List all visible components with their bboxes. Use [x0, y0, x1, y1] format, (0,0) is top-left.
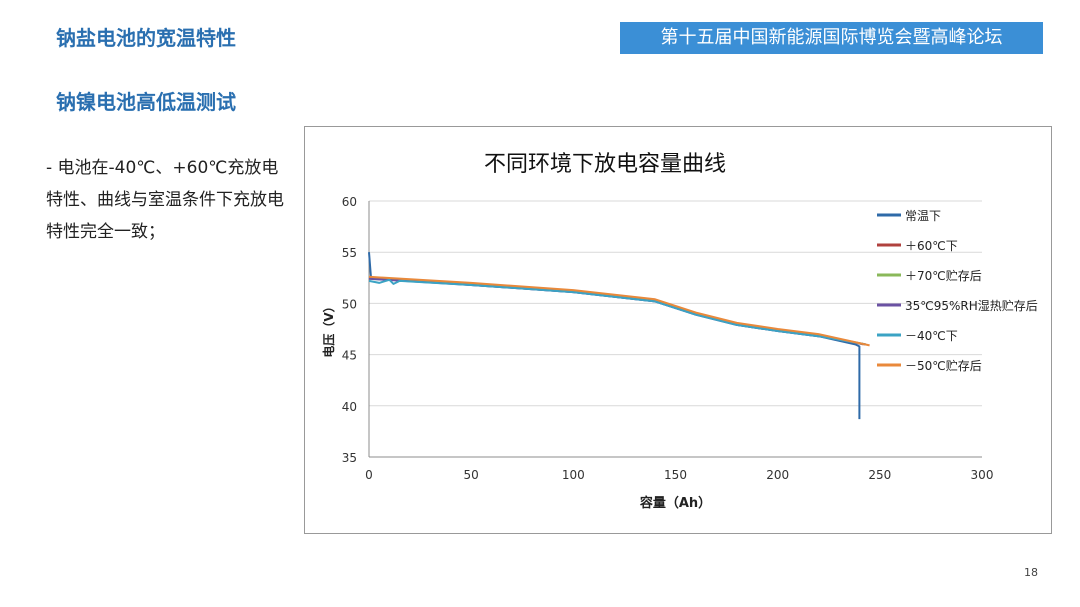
- x-tick-label: 250: [868, 468, 891, 482]
- x-tick-label: 300: [971, 468, 994, 482]
- series-line-1: [368, 252, 861, 420]
- series-line-3: [368, 277, 866, 346]
- chart-title: 不同环境下放电容量曲线: [484, 152, 726, 177]
- discharge-chart: 不同环境下放电容量曲线 35 40 45 50 55 60 0 50 100 150 200 250 30…: [321, 152, 1038, 511]
- y-tick-label: 55: [342, 246, 357, 260]
- x-tick-label: 50: [464, 468, 479, 482]
- bullet-text: - 电池在-40℃、+60℃充放电特性、曲线与室温条件下充放电特性完全一致；: [46, 158, 284, 242]
- page-number: 18: [1024, 566, 1038, 579]
- x-axis-label: 容量（Ah）: [639, 495, 711, 511]
- y-tick-label: 40: [342, 400, 357, 414]
- y-tick-label: 45: [342, 349, 357, 363]
- legend-label-3: ＋70℃贮存后: [905, 268, 982, 283]
- x-tick-label: 200: [766, 468, 789, 482]
- y-tick-label: 60: [342, 195, 357, 209]
- sub-title: 钠镍电池高低温测试: [56, 90, 236, 114]
- y-axis-label: 电压（V）: [321, 300, 336, 357]
- x-tick-label: 0: [365, 468, 373, 482]
- legend-label-1: 常温下: [905, 209, 941, 223]
- legend-label-5: －40℃下: [905, 329, 958, 343]
- y-tick-label: 35: [342, 451, 357, 465]
- chart-frame: 不同环境下放电容量曲线 35 40 45 50 55 60 0 50 100 150 200 250 30…: [304, 126, 1052, 534]
- x-tick-label: 150: [664, 468, 687, 482]
- legend-label-4: 35℃95%RH湿热贮存后: [905, 298, 1038, 313]
- conference-banner: 第十五届中国新能源国际博览会暨高峰论坛: [620, 22, 1043, 54]
- series-line-2: [368, 276, 864, 346]
- y-tick-label: 50: [342, 297, 357, 311]
- x-tick-label: 100: [562, 468, 585, 482]
- series-line-4: [368, 277, 866, 346]
- series-line-6: [368, 275, 870, 347]
- series-line-5: [368, 278, 866, 346]
- legend-label-2: ＋60℃下: [905, 239, 958, 253]
- legend-label-6: －50℃贮存后: [905, 358, 982, 373]
- section-title: 钠盐电池的宽温特性: [56, 26, 236, 50]
